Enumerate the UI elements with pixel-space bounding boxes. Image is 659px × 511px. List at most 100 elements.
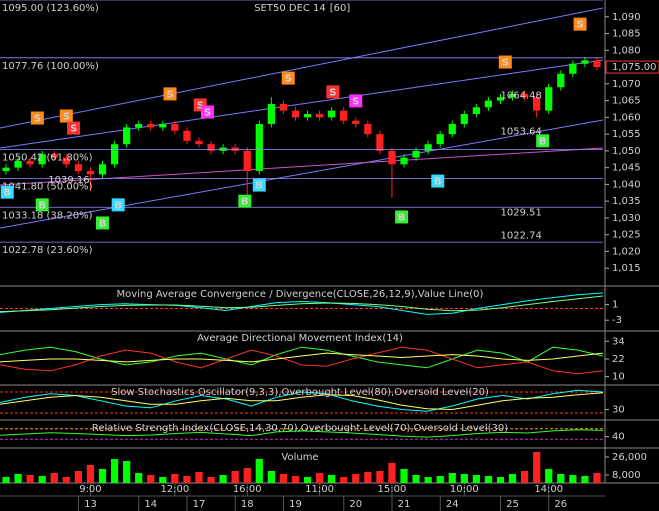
indicator-line (0, 392, 604, 411)
volume-bar (448, 473, 456, 483)
signal-label: S (63, 112, 70, 123)
signal-label: S (352, 96, 359, 107)
candle-body (388, 150, 396, 165)
signal-label: S (502, 58, 509, 69)
y-tick-label: 1 (612, 300, 618, 311)
volume-bar (2, 477, 10, 483)
volume-bar (171, 474, 179, 483)
volume-bar (400, 469, 408, 483)
y-tick-label: 22 (612, 354, 625, 365)
volume-bar (364, 472, 372, 483)
candle-body (183, 130, 191, 141)
volume-bar (303, 477, 312, 483)
candle-body (400, 157, 408, 165)
candle-body (279, 103, 288, 111)
signal-box (67, 121, 81, 135)
volume-bar (147, 475, 155, 483)
y-tick-label: 8,000 (612, 470, 641, 481)
volume-bar (159, 477, 167, 483)
volume-bar (315, 473, 324, 483)
trend-line (0, 147, 604, 186)
fib-label: 1095.00 (123.60%) (2, 3, 99, 14)
signal-label: B (398, 212, 406, 223)
y-tick-label: 10 (612, 372, 625, 383)
date-label: 18 (241, 499, 254, 510)
panel-title: Average Directional Movement Index(14) (197, 333, 403, 344)
volume-bar (569, 475, 577, 483)
y-tick-label: 1,085 (612, 29, 641, 40)
signal-box (30, 111, 44, 125)
volume-bar (557, 474, 565, 483)
candle-body (38, 154, 46, 165)
volume-bar (424, 477, 432, 483)
fib-label: 1050.42 (61.80%) (2, 152, 93, 163)
date-label: 21 (398, 499, 411, 510)
volume-bar (328, 475, 336, 483)
signal-label: B (539, 136, 547, 147)
indicator-line (0, 346, 604, 369)
candle-body (159, 124, 167, 128)
fib-label: 1041.80 (50.00%) (2, 181, 93, 192)
candle-body (364, 124, 372, 135)
candle-body (472, 107, 480, 114)
y-tick-label: 1,080 (612, 45, 641, 56)
volume-bar (460, 474, 468, 483)
signal-box (349, 94, 363, 108)
candle-body (147, 124, 155, 128)
volume-bar (195, 472, 203, 483)
y-tick-label: 1,040 (612, 179, 641, 190)
signal-label: S (576, 20, 583, 31)
price-annotation: 1029.51 (500, 208, 541, 219)
volume-bar (14, 474, 22, 483)
volume-bar (291, 476, 300, 483)
signal-box (431, 174, 445, 188)
candle-body (14, 160, 22, 168)
signal-label: B (241, 197, 249, 208)
candle-body (376, 134, 384, 151)
candle-body (123, 127, 131, 145)
date-label: 13 (84, 499, 97, 510)
y-tick-label: 30 (612, 405, 625, 416)
signal-label: B (38, 200, 46, 211)
candle-body (328, 110, 336, 118)
volume-bar (388, 463, 396, 483)
volume-bar (86, 465, 95, 483)
candle-body (545, 87, 553, 111)
candle-body (436, 134, 444, 145)
candle-body (195, 140, 203, 145)
fib-label: 1033.18 (38.20%) (2, 210, 93, 221)
y-tick-label: 26,000 (612, 452, 647, 463)
candle-body (267, 103, 275, 125)
volume-bar (520, 471, 529, 483)
signal-label: S (285, 74, 292, 85)
signal-label: S (197, 100, 204, 111)
volume-bar (50, 473, 58, 483)
price-annotation: 1022.74 (500, 230, 541, 241)
volume-bar (533, 452, 541, 483)
volume-bar (219, 475, 227, 483)
candle-body (569, 63, 577, 74)
candle-body (303, 114, 312, 118)
y-tick-label: 1,030 (612, 213, 641, 224)
chart-subtitle: [60] (330, 3, 351, 14)
trend-line (0, 59, 604, 149)
candle-body (255, 124, 263, 171)
signal-label: S (329, 87, 336, 98)
volume-bar (123, 461, 131, 483)
indicator-line (0, 346, 604, 375)
signal-box (498, 55, 512, 69)
price-annotation: 1039.16 (48, 175, 89, 186)
indicator-line (0, 352, 604, 363)
candle-body (26, 160, 34, 165)
candle-body (243, 150, 251, 171)
date-label: 20 (349, 499, 362, 510)
signal-box (111, 198, 125, 212)
candle-body (496, 97, 505, 101)
fib-label: 1077.76 (100.00%) (2, 61, 99, 72)
panel-title: Relative Strength Index(CLOSE,14,30,70),… (92, 423, 508, 434)
candle-body (412, 150, 420, 158)
panel-title: Volume (281, 452, 318, 463)
signal-label: B (3, 188, 11, 199)
volume-bar (352, 474, 360, 483)
